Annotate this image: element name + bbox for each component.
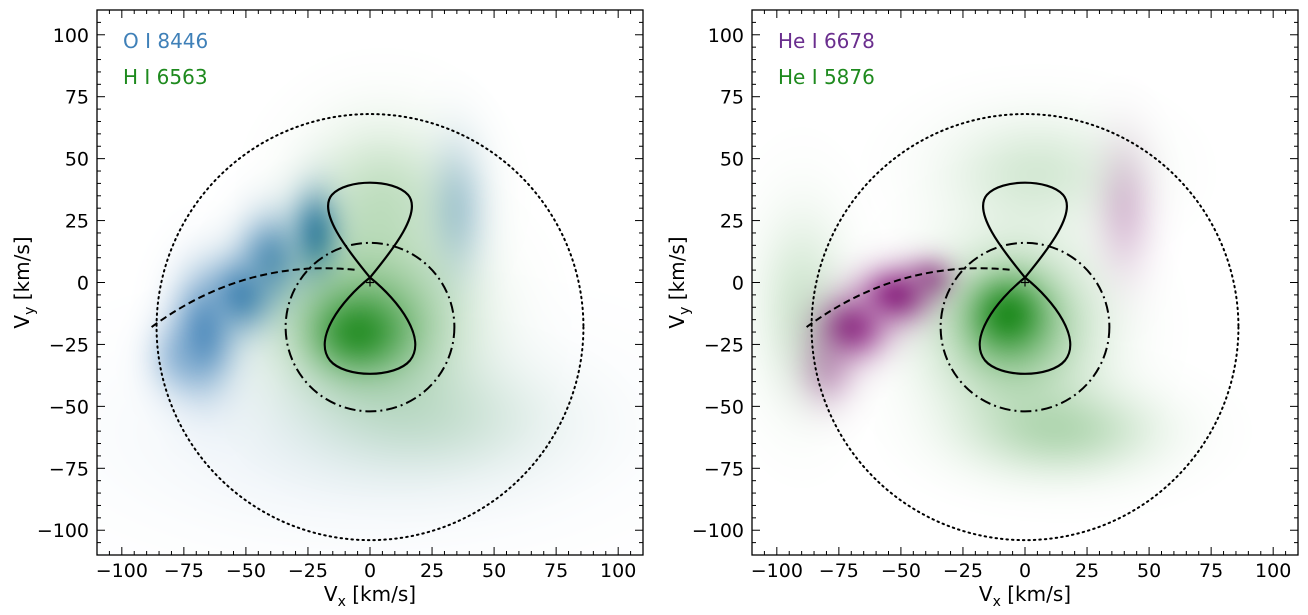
x-tick-label: 25	[420, 560, 444, 582]
center-mark	[1021, 278, 1029, 287]
y-tick-label: 25	[65, 211, 89, 233]
y-tick-label: 100	[708, 25, 744, 47]
legend-entry: He I 5876	[778, 65, 875, 89]
y-tick-label: 50	[65, 149, 89, 171]
inner-disk-circle	[939, 241, 1111, 413]
x-tick-label: −100	[751, 560, 803, 582]
center-mark	[366, 278, 374, 287]
plot-frame	[751, 9, 1299, 556]
plot-frame	[96, 9, 644, 556]
legend-entry: He I 6678	[778, 29, 875, 53]
x-tick-label: −75	[819, 560, 859, 582]
y-tick-label: 100	[53, 25, 89, 47]
outer-disk-circle	[155, 113, 585, 542]
y-tick-label: −75	[49, 458, 89, 480]
legend-entry: H I 6563	[123, 65, 208, 89]
x-tick-label: −25	[288, 560, 328, 582]
roche-lobe-outline	[323, 181, 417, 375]
legend-entry: O I 8446	[123, 29, 208, 53]
x-tick-label: 75	[1199, 560, 1223, 582]
x-tick-label: 0	[364, 560, 376, 582]
y-axis-title: Vy [km/s]	[10, 236, 38, 328]
x-tick-label: −25	[943, 560, 983, 582]
x-tick-label: 100	[1255, 560, 1291, 582]
x-tick-label: 25	[1075, 560, 1099, 582]
x-tick-label: 50	[1137, 560, 1161, 582]
x-tick-label: 50	[482, 560, 506, 582]
y-tick-label: −50	[49, 396, 89, 418]
y-tick-label: 0	[732, 273, 744, 295]
y-tick-label: −75	[704, 458, 744, 480]
gas-stream-curve	[151, 267, 358, 328]
roche-lobe-outline	[978, 181, 1072, 375]
y-axis-title: Vy [km/s]	[665, 236, 693, 328]
panel-2: −100 −75 −50 −25 0 25 50 75 100 −100 −75 −50 −25 0 25 5…	[665, 9, 1299, 610]
y-tick-label: −25	[704, 334, 744, 356]
inner-disk-circle	[284, 241, 456, 413]
x-tick-label: 75	[544, 560, 568, 582]
y-tick-label: −50	[704, 396, 744, 418]
y-tick-label: 25	[720, 211, 744, 233]
x-tick-label: −50	[881, 560, 921, 582]
x-axis-title: Vx [km/s]	[324, 582, 416, 610]
y-tick-label: −25	[49, 334, 89, 356]
y-tick-label: −100	[692, 520, 744, 542]
outer-disk-circle	[810, 113, 1240, 542]
x-tick-label: −100	[96, 560, 148, 582]
panel-1: −100 −75 −50 −25 0 25 50 75 100 −100 −75 −50 −25 0 25 5…	[10, 9, 644, 610]
x-tick-label: 0	[1019, 560, 1031, 582]
y-tick-label: 75	[720, 87, 744, 109]
y-tick-label: 75	[65, 87, 89, 109]
x-axis-title: Vx [km/s]	[979, 582, 1071, 610]
gas-stream-curve	[806, 267, 1013, 328]
y-tick-label: −100	[37, 520, 89, 542]
x-tick-label: −50	[226, 560, 266, 582]
y-tick-label: 50	[720, 149, 744, 171]
y-tick-label: 0	[77, 273, 89, 295]
x-tick-label: −75	[164, 560, 204, 582]
x-tick-label: 100	[600, 560, 636, 582]
